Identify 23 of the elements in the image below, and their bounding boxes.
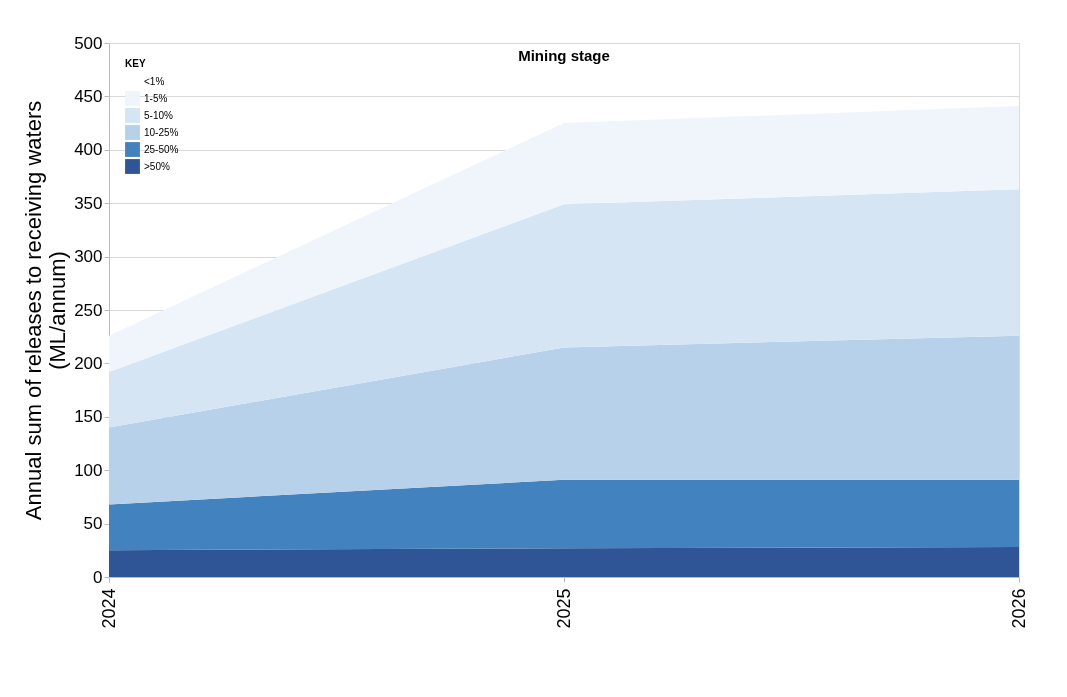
- y-axis-title: Annual sum of releases to receiving waters (ML/annum): [21, 100, 71, 521]
- legend-label: >50%: [144, 160, 170, 172]
- legend-label: 1-5%: [144, 92, 168, 104]
- text: <1%: [144, 75, 165, 87]
- x-tick-label: 2025: [553, 588, 574, 629]
- y-tick-label: 200: [74, 353, 103, 373]
- y-tick-label: 0: [93, 567, 103, 587]
- y-tick-label: 150: [74, 407, 103, 427]
- legend-label: 10-25%: [144, 126, 179, 138]
- y-tick-label: 350: [74, 193, 103, 213]
- y-tick-label: 500: [74, 33, 103, 53]
- y-tick-label: 50: [83, 514, 103, 534]
- y-tick-label: 400: [74, 140, 103, 160]
- x-tick-label: 2026: [1008, 588, 1029, 629]
- chart-title: Mining stage: [518, 47, 610, 64]
- y-tick-label: 100: [74, 460, 103, 480]
- legend-label: 25-50%: [144, 143, 179, 155]
- y-tick-label: 300: [74, 247, 103, 267]
- legend-label: 5-10%: [144, 109, 174, 121]
- x-tick-label: 2024: [98, 588, 119, 629]
- y-tick-label: 450: [74, 86, 103, 106]
- y-tick-label: 250: [74, 300, 103, 320]
- legend-title: KEY: [125, 58, 146, 69]
